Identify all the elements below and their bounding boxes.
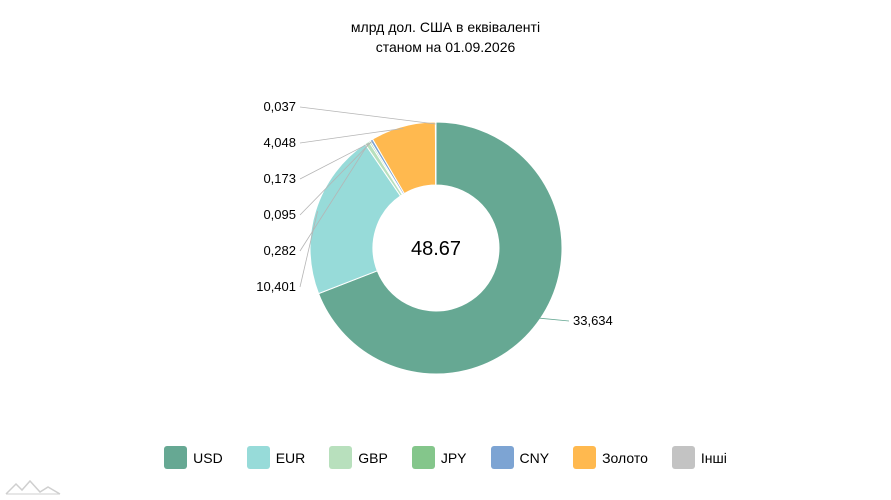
legend-item-gbp[interactable]: GBP — [329, 446, 388, 469]
leader-line-other — [299, 106, 436, 125]
data-label-cny: 0,173 — [263, 171, 296, 186]
leader-line-eur — [299, 211, 318, 288]
leader-line-cny — [299, 141, 373, 180]
legend-item-cny[interactable]: CNY — [490, 446, 550, 469]
chart-title: млрд дол. США в еквіваленті — [350, 19, 541, 35]
legend-swatch — [573, 446, 597, 469]
slice-other[interactable] — [434, 121, 437, 186]
data-label-gbp: 0,282 — [263, 243, 296, 258]
legend-item-jpy[interactable]: JPY — [411, 446, 467, 469]
leader-line-gold — [299, 127, 404, 144]
leader-line-jpy — [299, 142, 371, 216]
legend-label: Золото — [602, 449, 648, 466]
data-label-jpy: 0,095 — [263, 207, 296, 222]
center-total-label: 48.67 — [411, 238, 461, 260]
legend-swatch — [329, 446, 353, 469]
legend-swatch — [164, 446, 188, 469]
slice-usd[interactable] — [317, 121, 563, 375]
chart-subtitle: станом на 01.09.2026 — [375, 39, 516, 55]
legend-swatch — [490, 446, 514, 469]
data-label-usd: 33,634 — [573, 313, 613, 328]
legend-label: Інші — [700, 449, 727, 466]
legend-swatch — [246, 446, 270, 469]
data-label-eur: 10,401 — [256, 279, 296, 294]
legend-label: USD — [193, 449, 223, 466]
data-label-gold: 4,048 — [263, 135, 296, 150]
legend-swatch — [411, 446, 435, 469]
legend-item-gold[interactable]: Золото — [573, 446, 648, 469]
legend-label: EUR — [275, 449, 306, 466]
legend-label: GBP — [358, 449, 388, 466]
leader-line-usd — [538, 317, 570, 322]
chart-legend: USD EUR GBP JPY CNY Золото Інші — [0, 446, 891, 469]
legend-item-other[interactable]: Інші — [671, 446, 727, 469]
data-label-other: 0,037 — [263, 99, 296, 114]
leader-line-gbp — [299, 144, 369, 252]
legend-label: JPY — [440, 449, 467, 466]
legend-label: CNY — [519, 449, 550, 466]
legend-swatch — [671, 446, 695, 469]
legend-item-eur[interactable]: EUR — [246, 446, 306, 469]
legend-item-usd[interactable]: USD — [164, 446, 223, 469]
mountain-logo-icon — [5, 479, 61, 495]
